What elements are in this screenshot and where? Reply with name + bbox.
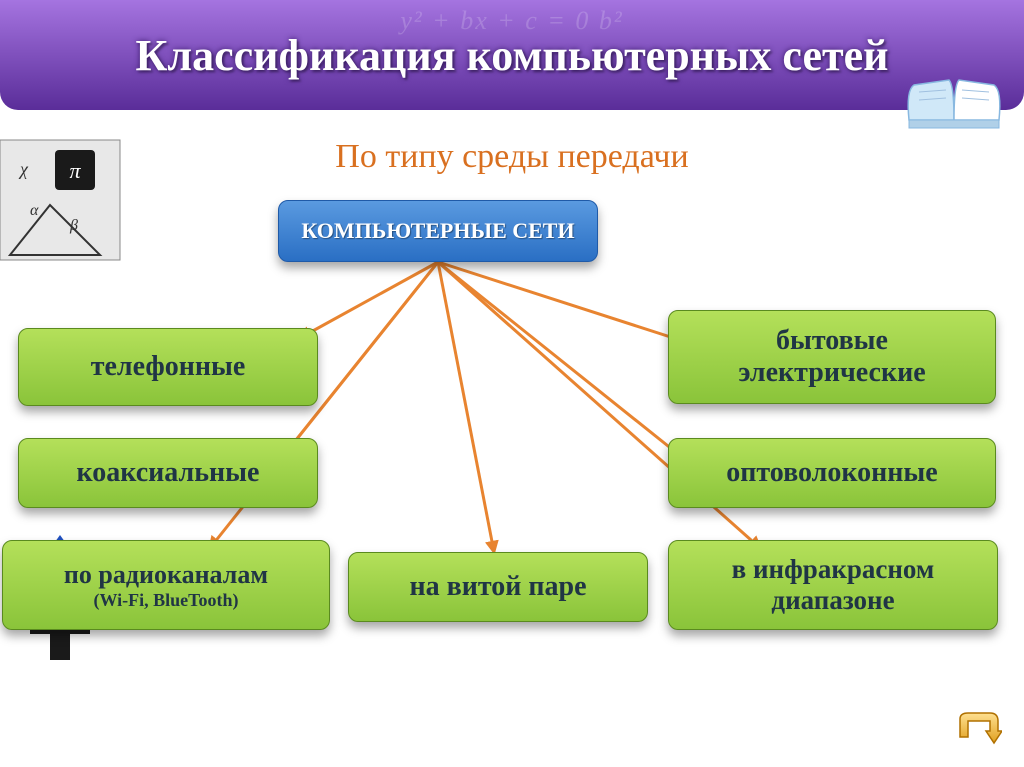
leaf-label: оптоволоконные	[726, 457, 937, 489]
leaf-fiber: оптоволоконные	[668, 438, 996, 508]
root-node-label: КОМПЬЮТЕРНЫЕ СЕТИ	[301, 218, 574, 244]
leaf-label-line: в инфракрасном	[732, 554, 935, 585]
leaf-label: коаксиальные	[77, 457, 260, 489]
side-decoration: π χ α β	[0, 120, 140, 720]
leaf-telephone: телефонные	[18, 328, 318, 406]
root-node: КОМПЬЮТЕРНЫЕ СЕТИ	[278, 200, 598, 262]
slide-header: y² + bx + c = 0 b² Классификация компьют…	[0, 0, 1024, 110]
leaf-label-line: электрические	[738, 357, 925, 389]
slide-title: Классификация компьютерных сетей	[136, 30, 889, 81]
svg-text:π: π	[69, 158, 81, 183]
leaf-twisted: на витой паре	[348, 552, 648, 622]
leaf-household: бытовыеэлектрические	[668, 310, 996, 404]
leaf-label: телефонные	[91, 351, 246, 383]
slide-subtitle: По типу среды передачи	[0, 138, 1024, 176]
leaf-label: по радиоканалам	[64, 560, 268, 590]
book-icon	[904, 70, 1004, 140]
leaf-radio: по радиоканалам(Wi-Fi, BlueTooth)	[2, 540, 330, 630]
leaf-label-line: диапазоне	[771, 585, 894, 616]
leaf-infrared: в инфракрасномдиапазоне	[668, 540, 998, 630]
leaf-label: на витой паре	[409, 571, 586, 603]
leaf-sublabel: (Wi-Fi, BlueTooth)	[93, 590, 238, 611]
back-button[interactable]	[952, 707, 1002, 751]
leaf-coaxial: коаксиальные	[18, 438, 318, 508]
leaf-label-line: бытовые	[776, 325, 888, 357]
svg-text:χ: χ	[18, 159, 29, 179]
svg-text:α: α	[30, 202, 39, 219]
